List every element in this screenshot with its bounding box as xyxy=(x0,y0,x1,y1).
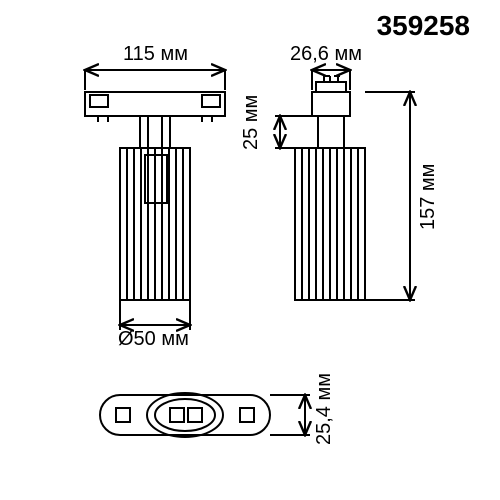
dim-115: 115 мм xyxy=(123,43,188,66)
dim-25-4: 25,4 мм xyxy=(313,373,336,445)
diagram-container: 359258 xyxy=(0,0,500,500)
dim-26-6: 26,6 мм xyxy=(290,43,362,66)
sku-label: 359258 xyxy=(377,10,470,42)
dim-157: 157 мм xyxy=(417,164,440,230)
technical-drawing xyxy=(0,0,500,500)
dim-d50: Ø50 мм xyxy=(118,328,189,351)
dim-25: 25 мм xyxy=(240,95,263,150)
